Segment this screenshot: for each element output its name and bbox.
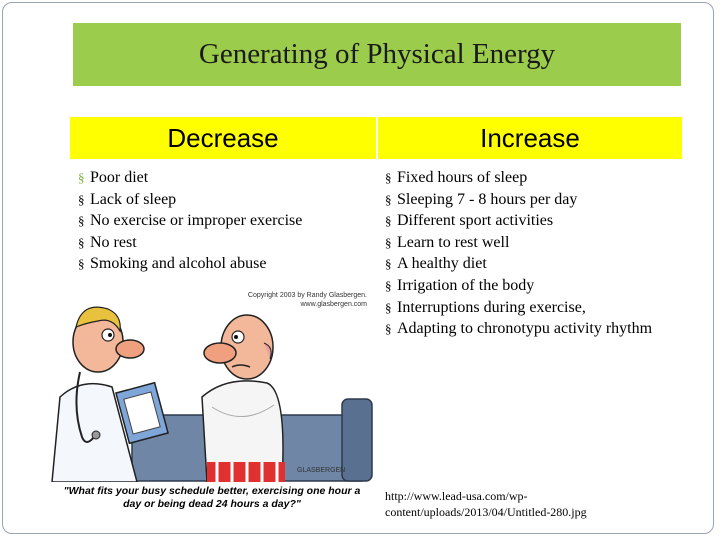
list-item: § Poor diet [78,167,368,189]
bullet-icon: § [385,321,392,337]
slide-title: Generating of Physical Energy [198,38,556,70]
bullet-icon: § [78,213,85,229]
list-item: § No rest [78,232,368,254]
list-item: § No exercise or improper exercise [78,210,368,232]
exercise-cartoon: Copyright 2003 by Randy Glasbergen. www.… [42,287,376,524]
cartoon-drawing [42,287,376,483]
list-item: § Learn to rest well [385,232,680,254]
list-item: § Sleeping 7 - 8 hours per day [385,189,680,211]
bullet-icon: § [78,191,85,207]
cartoon-caption: "What fits your busy schedule better, ex… [63,485,361,510]
list-item: § Adapting to chronotypu activity rhythm [385,318,680,340]
cartoon-copyright: Copyright 2003 by Randy Glasbergen. www.… [247,292,367,308]
increase-header: Increase [378,117,682,159]
decrease-list: § Poor diet § Lack of sleep § No exercise o… [78,167,368,275]
bullet-icon: § [385,213,392,229]
increase-list: § Fixed hours of sleep § Sleeping 7 - 8 ho… [385,167,680,340]
bullet-icon: § [385,277,392,293]
list-item: § Lack of sleep [78,189,368,211]
list-item: § Smoking and alcohol abuse [78,253,368,275]
list-item: § Fixed hours of sleep [385,167,680,189]
source-url[interactable]: http://www.lead-usa.com/wp-content/uploa… [385,489,587,519]
slide-border [2,2,714,534]
bullet-icon: § [385,299,392,315]
bullet-icon: § [78,170,85,185]
title-bar: Generating of Physical Energy [73,23,681,86]
cartoon-signature: GLASBERGEN [297,467,346,474]
list-item: § Irrigation of the body [385,275,680,297]
bullet-icon: § [385,234,392,250]
bullet-icon: § [385,170,392,185]
bullet-icon: § [78,234,85,250]
list-item: § A healthy diet [385,253,680,275]
bullet-icon: § [385,191,392,207]
decrease-header: Decrease [70,117,376,159]
bullet-icon: § [385,256,392,272]
list-item: § Different sport activities [385,210,680,232]
bullet-icon: § [78,256,85,272]
list-item: § Interruptions during exercise, [385,297,680,319]
